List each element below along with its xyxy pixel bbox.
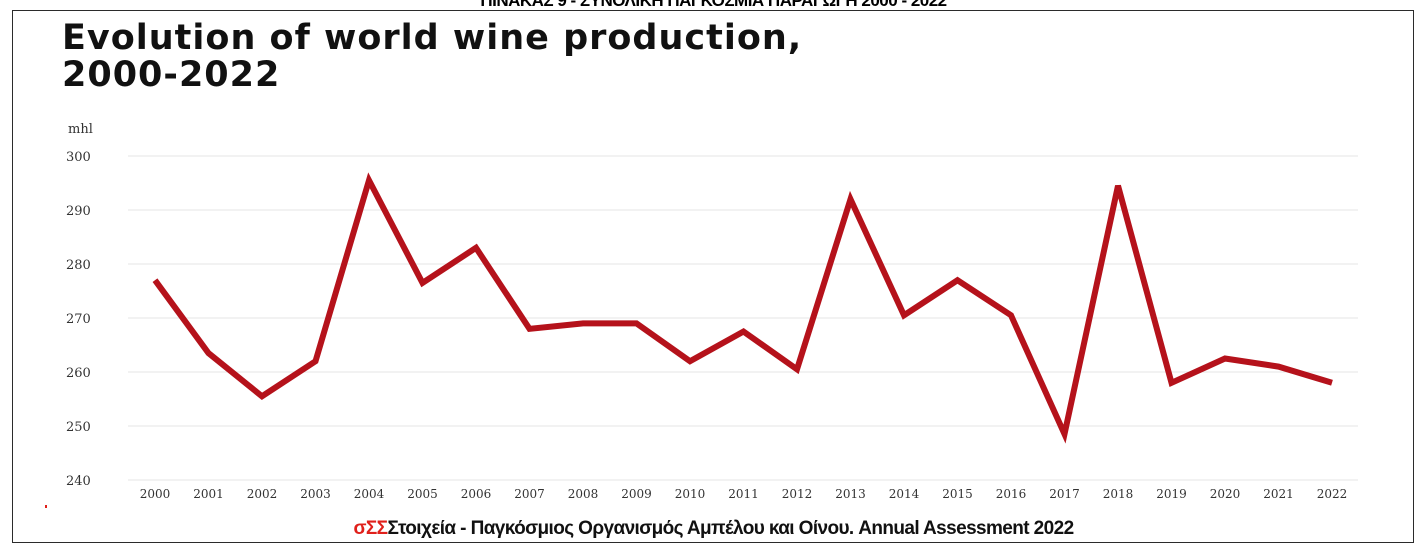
y-tick-label: 300: [66, 150, 91, 165]
table-caption: ΠΙΝΑΚΑΣ 9 - ΣΥΝΟΛΙΚΗ ΠΑΓΚΟΣΜΙΑ ΠΑΡΑΓΩΓΗ …: [480, 0, 947, 10]
x-tick-label: 2003: [300, 487, 331, 501]
x-tick-label: 2007: [514, 487, 545, 501]
x-tick-label: 2020: [1210, 487, 1241, 501]
y-tick-label: 240: [66, 474, 91, 489]
x-tick-label: 2018: [1103, 487, 1134, 501]
x-tick-label: 2011: [728, 487, 759, 501]
x-tick-label: 2015: [942, 487, 973, 501]
y-tick-label: 260: [66, 366, 91, 381]
y-tick-label: 290: [66, 204, 91, 219]
x-tick-label: 2014: [889, 487, 920, 501]
series-line: [152, 172, 1333, 444]
x-tick-label: 2005: [407, 487, 438, 501]
series-layer: [152, 172, 1333, 444]
chart-frame: [12, 10, 1414, 543]
y-axis-label: mhl: [68, 122, 93, 137]
grid-layer: [128, 155, 1358, 481]
chart-title-line2: 2000-2022: [62, 55, 281, 95]
chart-title: Evolution of world wine production, 2000…: [62, 20, 802, 94]
x-tick-label: 2016: [996, 487, 1027, 501]
x-tick-label: 2002: [247, 487, 278, 501]
x-tick-label: 2008: [568, 487, 599, 501]
x-tick-label: 2012: [782, 487, 813, 501]
chart-title-line1: Evolution of world wine production,: [62, 18, 803, 58]
x-tick-label: 2004: [354, 487, 385, 501]
x-tick-label: 2022: [1317, 487, 1348, 501]
x-tick-label: 2017: [1049, 487, 1080, 501]
source-note: σΣΣΣτοιχεία - Παγκόσμιος Οργανισμός Αμπέ…: [0, 518, 1427, 540]
y-tick-label: 250: [66, 420, 91, 435]
x-tick-label: 2009: [621, 487, 652, 501]
x-tick-label: 2001: [193, 487, 224, 501]
source-prefix: σΣΣ: [353, 518, 388, 539]
x-tick-label: 2013: [835, 487, 866, 501]
x-tick-label: 2019: [1156, 487, 1187, 501]
red-dot-mark: [45, 505, 47, 508]
x-tick-label: 2021: [1263, 487, 1294, 501]
x-tick-label: 2006: [461, 487, 492, 501]
source-text: Στοιχεία - Παγκόσμιος Οργανισμός Αμπέλου…: [387, 518, 1074, 539]
y-tick-labels: 300 290 280 270 260 250 240: [66, 150, 91, 489]
y-tick-label: 280: [66, 258, 91, 273]
x-tick-labels: 2000 2001 2002 2003 2004 2005 2006 2007 2008 2009…: [140, 487, 1348, 501]
x-tick-label: 2010: [675, 487, 706, 501]
y-tick-label: 270: [66, 312, 91, 327]
x-tick-label: 2000: [140, 487, 171, 501]
